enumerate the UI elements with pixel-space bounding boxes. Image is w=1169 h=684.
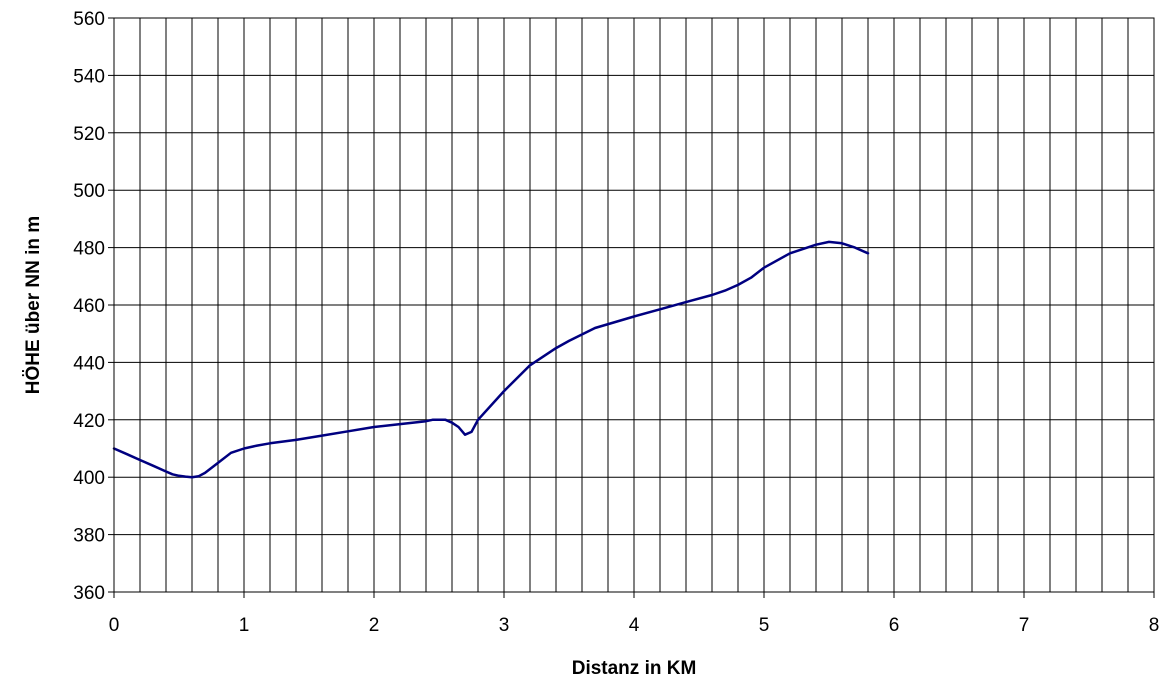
x-tick-label: 8 [1149, 615, 1160, 636]
y-tick-label: 500 [73, 181, 105, 202]
y-tick-label: 540 [73, 66, 105, 87]
series-line-1 [112, 240, 870, 479]
gridlines [114, 18, 1154, 592]
x-tick-label: 6 [889, 615, 900, 636]
y-tick-label: 520 [73, 124, 105, 145]
y-tick-label: 400 [73, 468, 105, 489]
series-layer [112, 240, 870, 479]
x-tick-label: 7 [1019, 615, 1030, 636]
y-tick-label: 380 [73, 526, 105, 547]
x-tick-label: 5 [759, 615, 770, 636]
y-tick-label: 460 [73, 296, 105, 317]
x-tick-labels: 0 1 2 3 4 5 6 7 8 [109, 592, 1160, 636]
y-axis-title: HÖHE über NN in m [23, 216, 44, 394]
x-tick-label: 3 [499, 615, 510, 636]
y-tick-label: 480 [73, 239, 105, 260]
y-tick-label: 560 [73, 9, 105, 30]
y-tick-labels: 360 380 400 420 440 460 480 500 520 540 560 [73, 9, 114, 604]
x-tick-label: 4 [629, 615, 640, 636]
y-tick-label: 420 [73, 411, 105, 432]
x-tick-label: 2 [369, 615, 380, 636]
x-tick-label: 1 [239, 615, 250, 636]
y-tick-label: 360 [73, 583, 105, 604]
x-tick-label: 0 [109, 615, 120, 636]
y-tick-label: 440 [73, 353, 105, 374]
x-axis-title: Distanz in KM [572, 658, 697, 679]
